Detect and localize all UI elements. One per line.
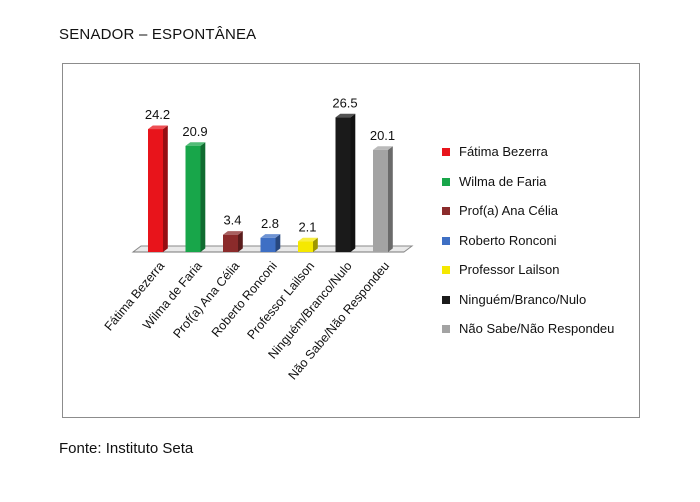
legend-label: Prof(a) Ana Célia	[459, 203, 558, 218]
legend-swatch	[442, 207, 450, 215]
bar	[148, 129, 163, 252]
legend-label: Professor Lailson	[459, 262, 560, 277]
data-label: 20.9	[182, 124, 207, 139]
page-title: SENADOR – ESPONTÂNEA	[59, 26, 257, 43]
legend-label: Wilma de Faria	[459, 173, 547, 189]
bar-top	[148, 125, 168, 130]
bar-top	[260, 234, 281, 238]
data-label: 26.5	[332, 95, 357, 110]
bar-top	[185, 142, 206, 146]
bar-side	[275, 234, 281, 252]
bar-side	[238, 231, 243, 252]
legend-swatch	[442, 266, 450, 274]
legend-label: Ninguém/Branco/Nulo	[459, 291, 587, 307]
legend-swatch	[442, 236, 450, 245]
bar	[223, 234, 238, 252]
bar-side	[350, 113, 356, 252]
data-label: 3.4	[223, 213, 241, 228]
data-label: 20.1	[370, 128, 395, 143]
legend-swatch	[442, 148, 450, 156]
legend-swatch	[442, 325, 450, 333]
data-label: 2.8	[261, 216, 279, 231]
bar	[185, 145, 201, 252]
x-tick-label: Prof(a) Ana Célia	[170, 259, 242, 341]
legend-label: Não Sabe/Não Respondeu	[459, 321, 615, 336]
bar	[260, 237, 276, 252]
bar-top	[223, 231, 243, 235]
legend-swatch	[442, 295, 450, 304]
bar	[373, 149, 388, 252]
bar	[335, 117, 351, 252]
bar-side	[388, 146, 393, 252]
x-tick-label: Roberto Ronconi	[209, 259, 280, 340]
bar-side	[200, 142, 206, 252]
bar-top	[373, 146, 393, 150]
source-note: Fonte: Instituto Seta	[59, 440, 194, 457]
data-label: 24.2	[145, 107, 170, 122]
bar-top	[298, 237, 318, 242]
bar-side	[313, 237, 318, 252]
bar-side	[163, 125, 168, 252]
bar-top	[335, 113, 356, 118]
data-label: 2.1	[298, 219, 316, 234]
legend-swatch	[442, 177, 450, 186]
bar	[298, 241, 313, 252]
legend-label: Roberto Ronconi	[459, 232, 557, 248]
x-tick-label: Professor Lailson	[244, 259, 317, 342]
legend-label: Fátima Bezerra	[459, 144, 548, 159]
